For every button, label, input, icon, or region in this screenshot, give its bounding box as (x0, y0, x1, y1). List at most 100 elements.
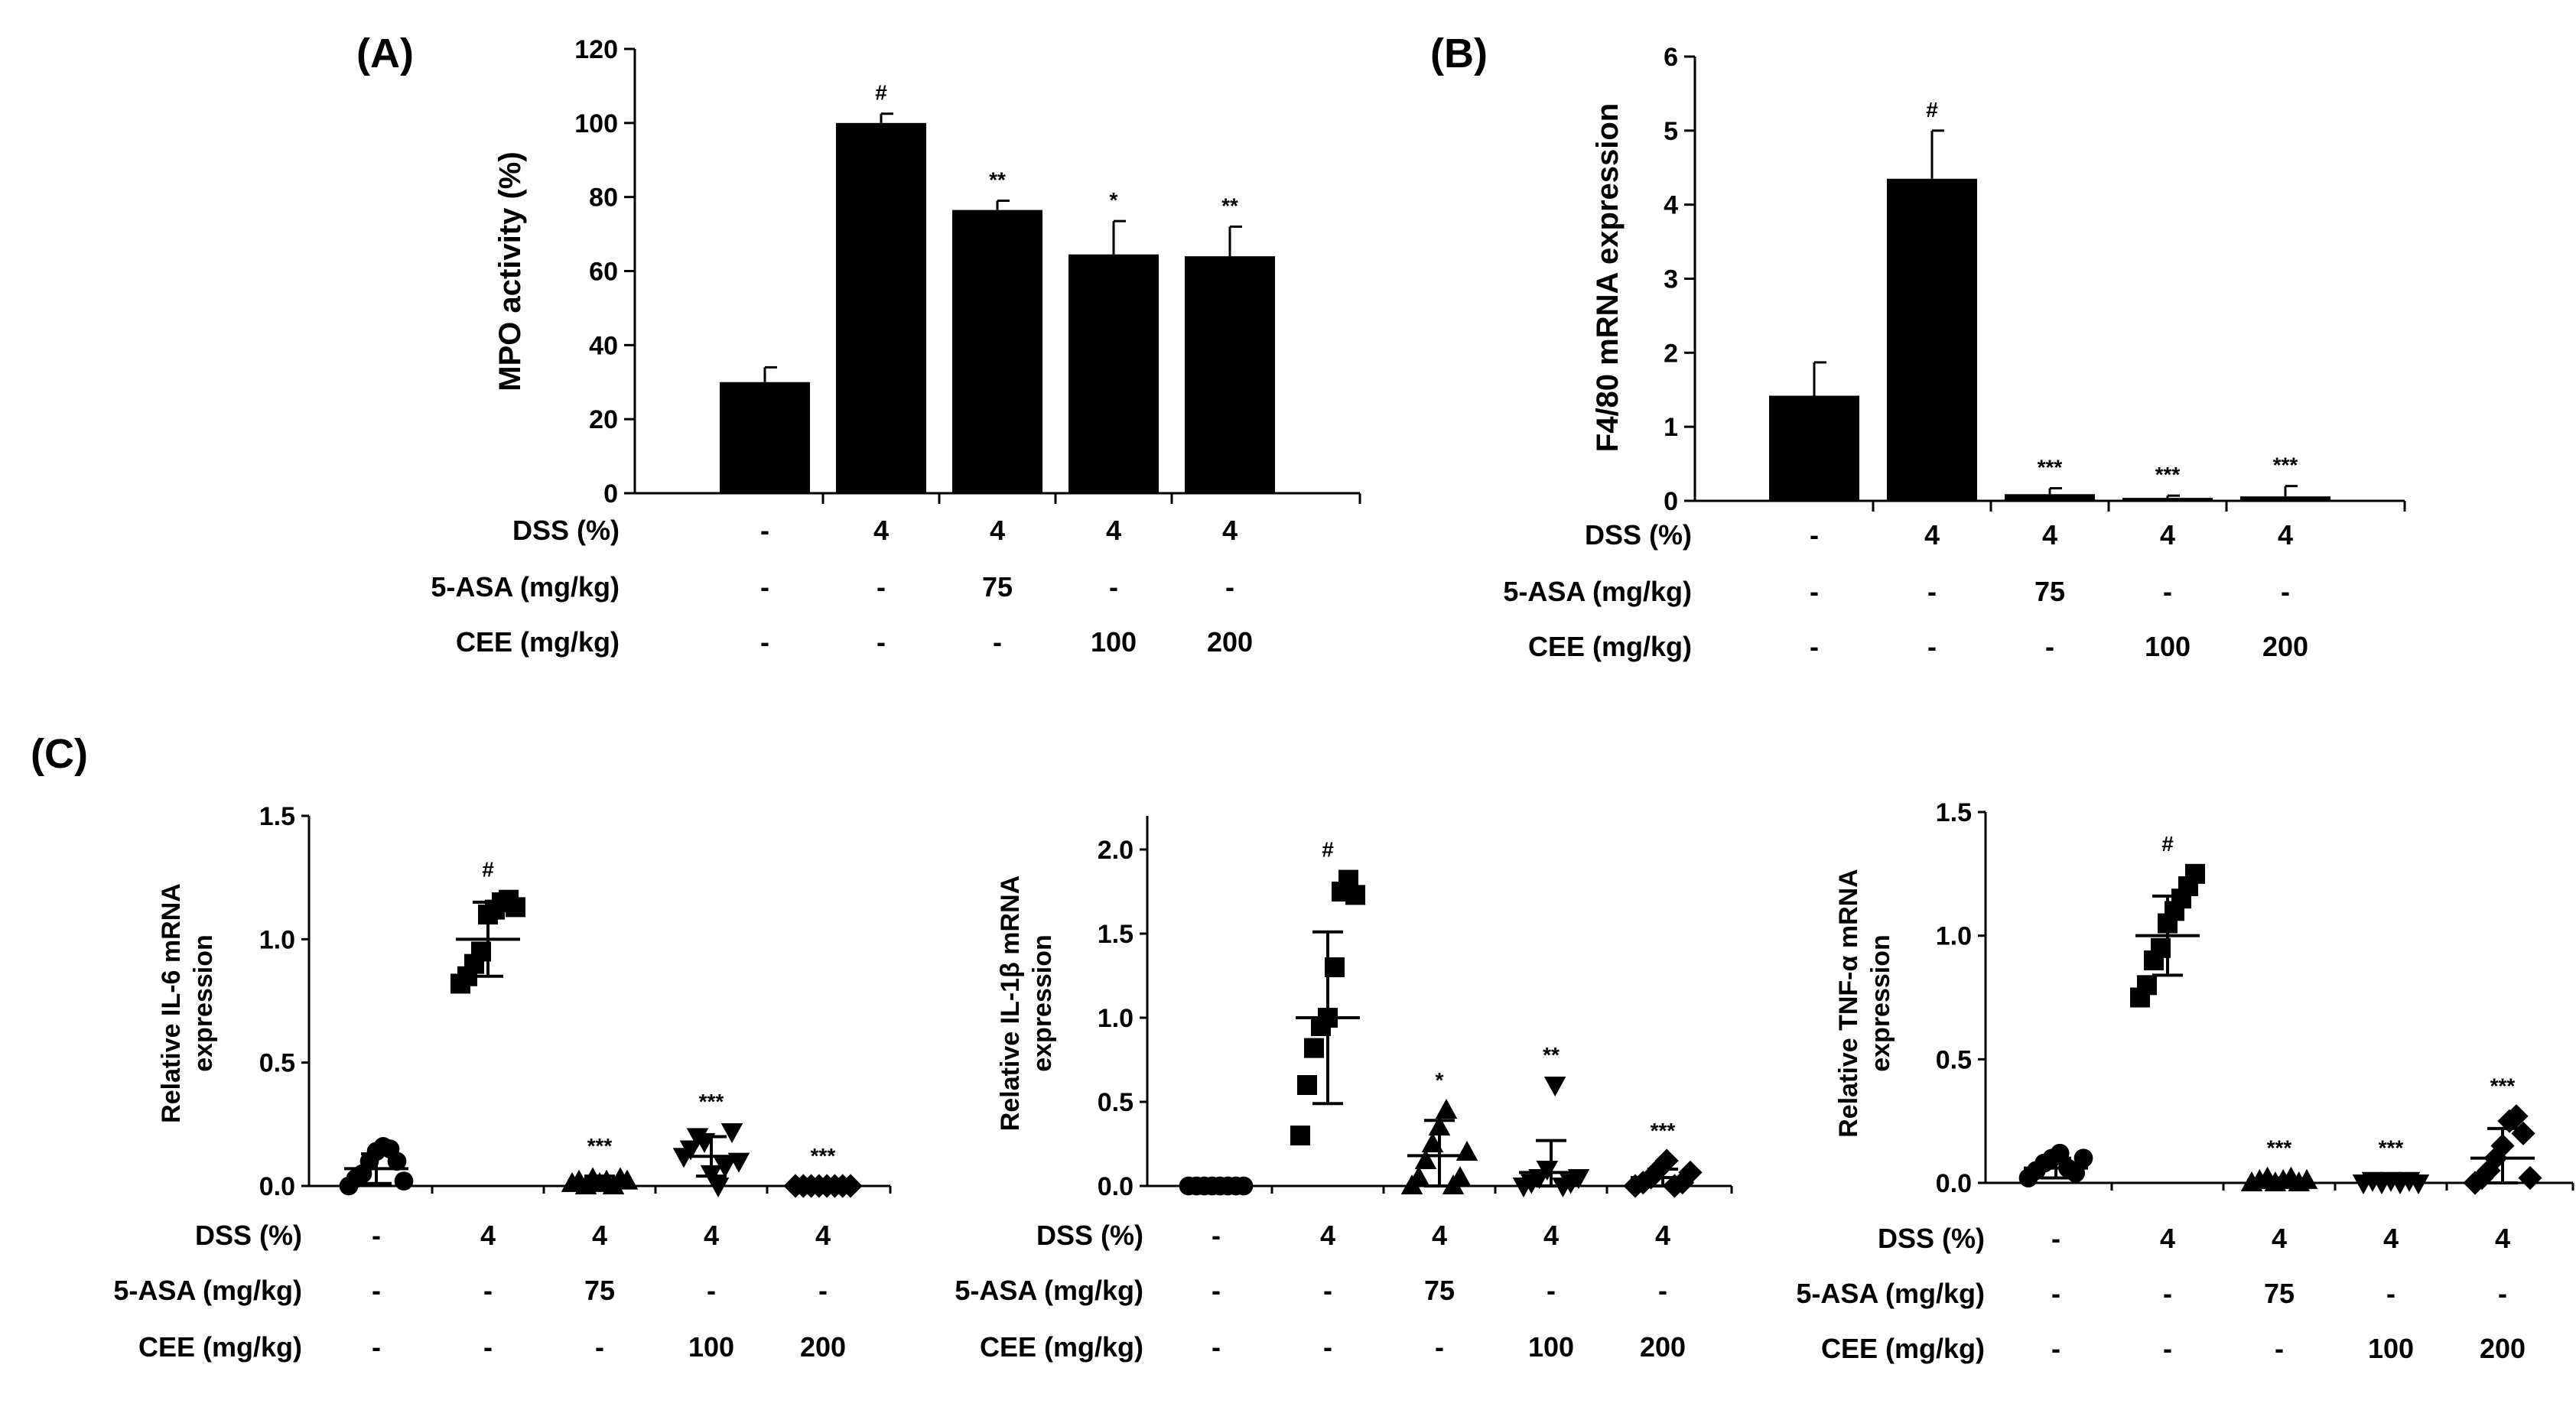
significance-cee100: * (1110, 188, 1118, 212)
condition-value: 75 (2264, 1278, 2295, 1309)
condition-value: 4 (1222, 515, 1238, 546)
chart-panel-c-tnfa: 0.0 0.5 1.0 1.5 Relative TNF-α mRNA expressio… (1796, 798, 2574, 1364)
point-dss (1290, 1126, 1310, 1145)
y-axis-title: expression (189, 934, 218, 1072)
bar-dss (836, 122, 926, 494)
condition-row-label: DSS (%) (195, 1220, 302, 1251)
point-dss (1304, 1038, 1324, 1058)
condition-value: 4 (704, 1220, 719, 1251)
point-dss (1297, 1075, 1317, 1095)
point-cee200 (2518, 1165, 2542, 1191)
significance-cee200: *** (1651, 1119, 1676, 1142)
condition-value: 100 (2368, 1333, 2414, 1364)
condition-value: - (1323, 1331, 1332, 1363)
point-cee100 (1543, 1076, 1566, 1096)
bar-dss (1887, 178, 1977, 501)
condition-value: 4 (2495, 1223, 2510, 1254)
significance-cee200: ** (1221, 193, 1238, 217)
chart-panel-b: 0 1 2 3 4 5 6 F4/80 mRNA expression # *** *** *** DS… (1503, 43, 2406, 662)
condition-value: - (760, 515, 769, 546)
condition-value: 4 (2272, 1223, 2287, 1254)
condition-value: - (2051, 1333, 2060, 1364)
y-tick-label: 1.5 (1098, 920, 1134, 949)
condition-value: 75 (584, 1275, 615, 1306)
condition-row-label: DSS (%) (1036, 1220, 1143, 1251)
condition-value: - (1212, 1275, 1221, 1306)
y-tick-label: 5 (1664, 117, 1678, 146)
y-tick-label: 0 (603, 479, 618, 508)
panel-label-a: (A) (356, 31, 414, 76)
condition-value: 4 (2160, 519, 2175, 551)
condition-value: 100 (2145, 631, 2191, 662)
panel-label-c: (C) (31, 731, 88, 777)
condition-value: - (2275, 1333, 2284, 1364)
condition-value: 200 (1640, 1331, 1686, 1363)
condition-value: - (483, 1331, 493, 1363)
condition-row-label: 5-ASA (mg/kg) (955, 1275, 1143, 1306)
condition-value: - (1810, 631, 1819, 662)
bar-ctrl (1769, 395, 1859, 501)
condition-value: 100 (688, 1331, 734, 1363)
condition-value: - (2163, 576, 2172, 607)
point-5asa (1449, 1166, 1472, 1187)
condition-value: 200 (800, 1331, 846, 1363)
condition-value: 4 (2042, 519, 2057, 551)
point-cee100 (720, 1122, 743, 1143)
bar-cee200 (1185, 256, 1275, 493)
significance-5asa: ** (989, 168, 1006, 192)
point-cee200 (1654, 1148, 1679, 1173)
condition-row-label: CEE (mg/kg) (138, 1331, 302, 1363)
y-tick-label: 0.0 (1098, 1172, 1134, 1201)
y-tick-label: 40 (589, 331, 618, 360)
condition-value: - (2281, 576, 2290, 607)
condition-value: - (1810, 576, 1819, 607)
condition-value: 75 (1424, 1275, 1455, 1306)
condition-value: - (595, 1331, 604, 1363)
y-axis-title: F4/80 mRNA expression (1591, 103, 1625, 452)
y-tick-label: 2.0 (1098, 836, 1134, 865)
condition-value: - (1810, 519, 1819, 551)
condition-value: 75 (982, 571, 1013, 603)
condition-value: - (877, 626, 886, 658)
condition-value: - (1927, 576, 1937, 607)
chart-panel-c-il6: 0.0 0.5 1.0 1.5 Relative IL-6 mRNA expression… (113, 802, 892, 1363)
condition-value: - (993, 626, 1002, 658)
condition-row-label: 5-ASA (mg/kg) (1796, 1278, 1985, 1309)
condition-value: 200 (2480, 1333, 2526, 1364)
point-ctrl (394, 1171, 414, 1191)
y-tick-label: 1 (1664, 413, 1678, 442)
condition-value: - (2051, 1223, 2060, 1254)
point-dss (1345, 885, 1365, 905)
condition-row-label: 5-ASA (mg/kg) (1503, 576, 1692, 607)
point-5asa (1407, 1166, 1430, 1187)
condition-value: 4 (592, 1220, 607, 1251)
y-tick-label: 6 (1664, 43, 1678, 72)
condition-value: 4 (1543, 1220, 1559, 1251)
condition-row-label: DSS (%) (1878, 1223, 1985, 1254)
condition-value: - (2163, 1278, 2172, 1309)
y-tick-label: 1.0 (1098, 1004, 1134, 1033)
point-dss (506, 897, 525, 918)
panel-label-b: (B) (1430, 31, 1488, 76)
y-axis-title: expression (1866, 934, 1895, 1072)
significance-5asa: *** (2038, 456, 2063, 479)
condition-row-label: DSS (%) (1585, 519, 1692, 551)
condition-value: - (2386, 1278, 2395, 1309)
condition-row-label: DSS (%) (512, 515, 620, 546)
y-tick-label: 3 (1664, 265, 1678, 294)
y-axis-title: Relative IL-6 mRNA (157, 883, 186, 1123)
condition-value: 4 (2383, 1223, 2399, 1254)
bar-5asa (2005, 494, 2095, 501)
significance-cee200: *** (811, 1144, 836, 1168)
condition-row-label: CEE (mg/kg) (1821, 1333, 1985, 1364)
condition-value: - (818, 1275, 828, 1306)
y-tick-label: 0.5 (1936, 1045, 1972, 1074)
bar-5asa (952, 210, 1042, 493)
y-tick-label: 1.5 (259, 802, 295, 831)
condition-value: 4 (480, 1220, 496, 1251)
condition-value: 4 (1432, 1220, 1447, 1251)
condition-value: - (1658, 1275, 1667, 1306)
condition-value: - (1212, 1331, 1221, 1363)
point-cee100 (1536, 1160, 1559, 1181)
significance-dss: # (2161, 832, 2174, 856)
